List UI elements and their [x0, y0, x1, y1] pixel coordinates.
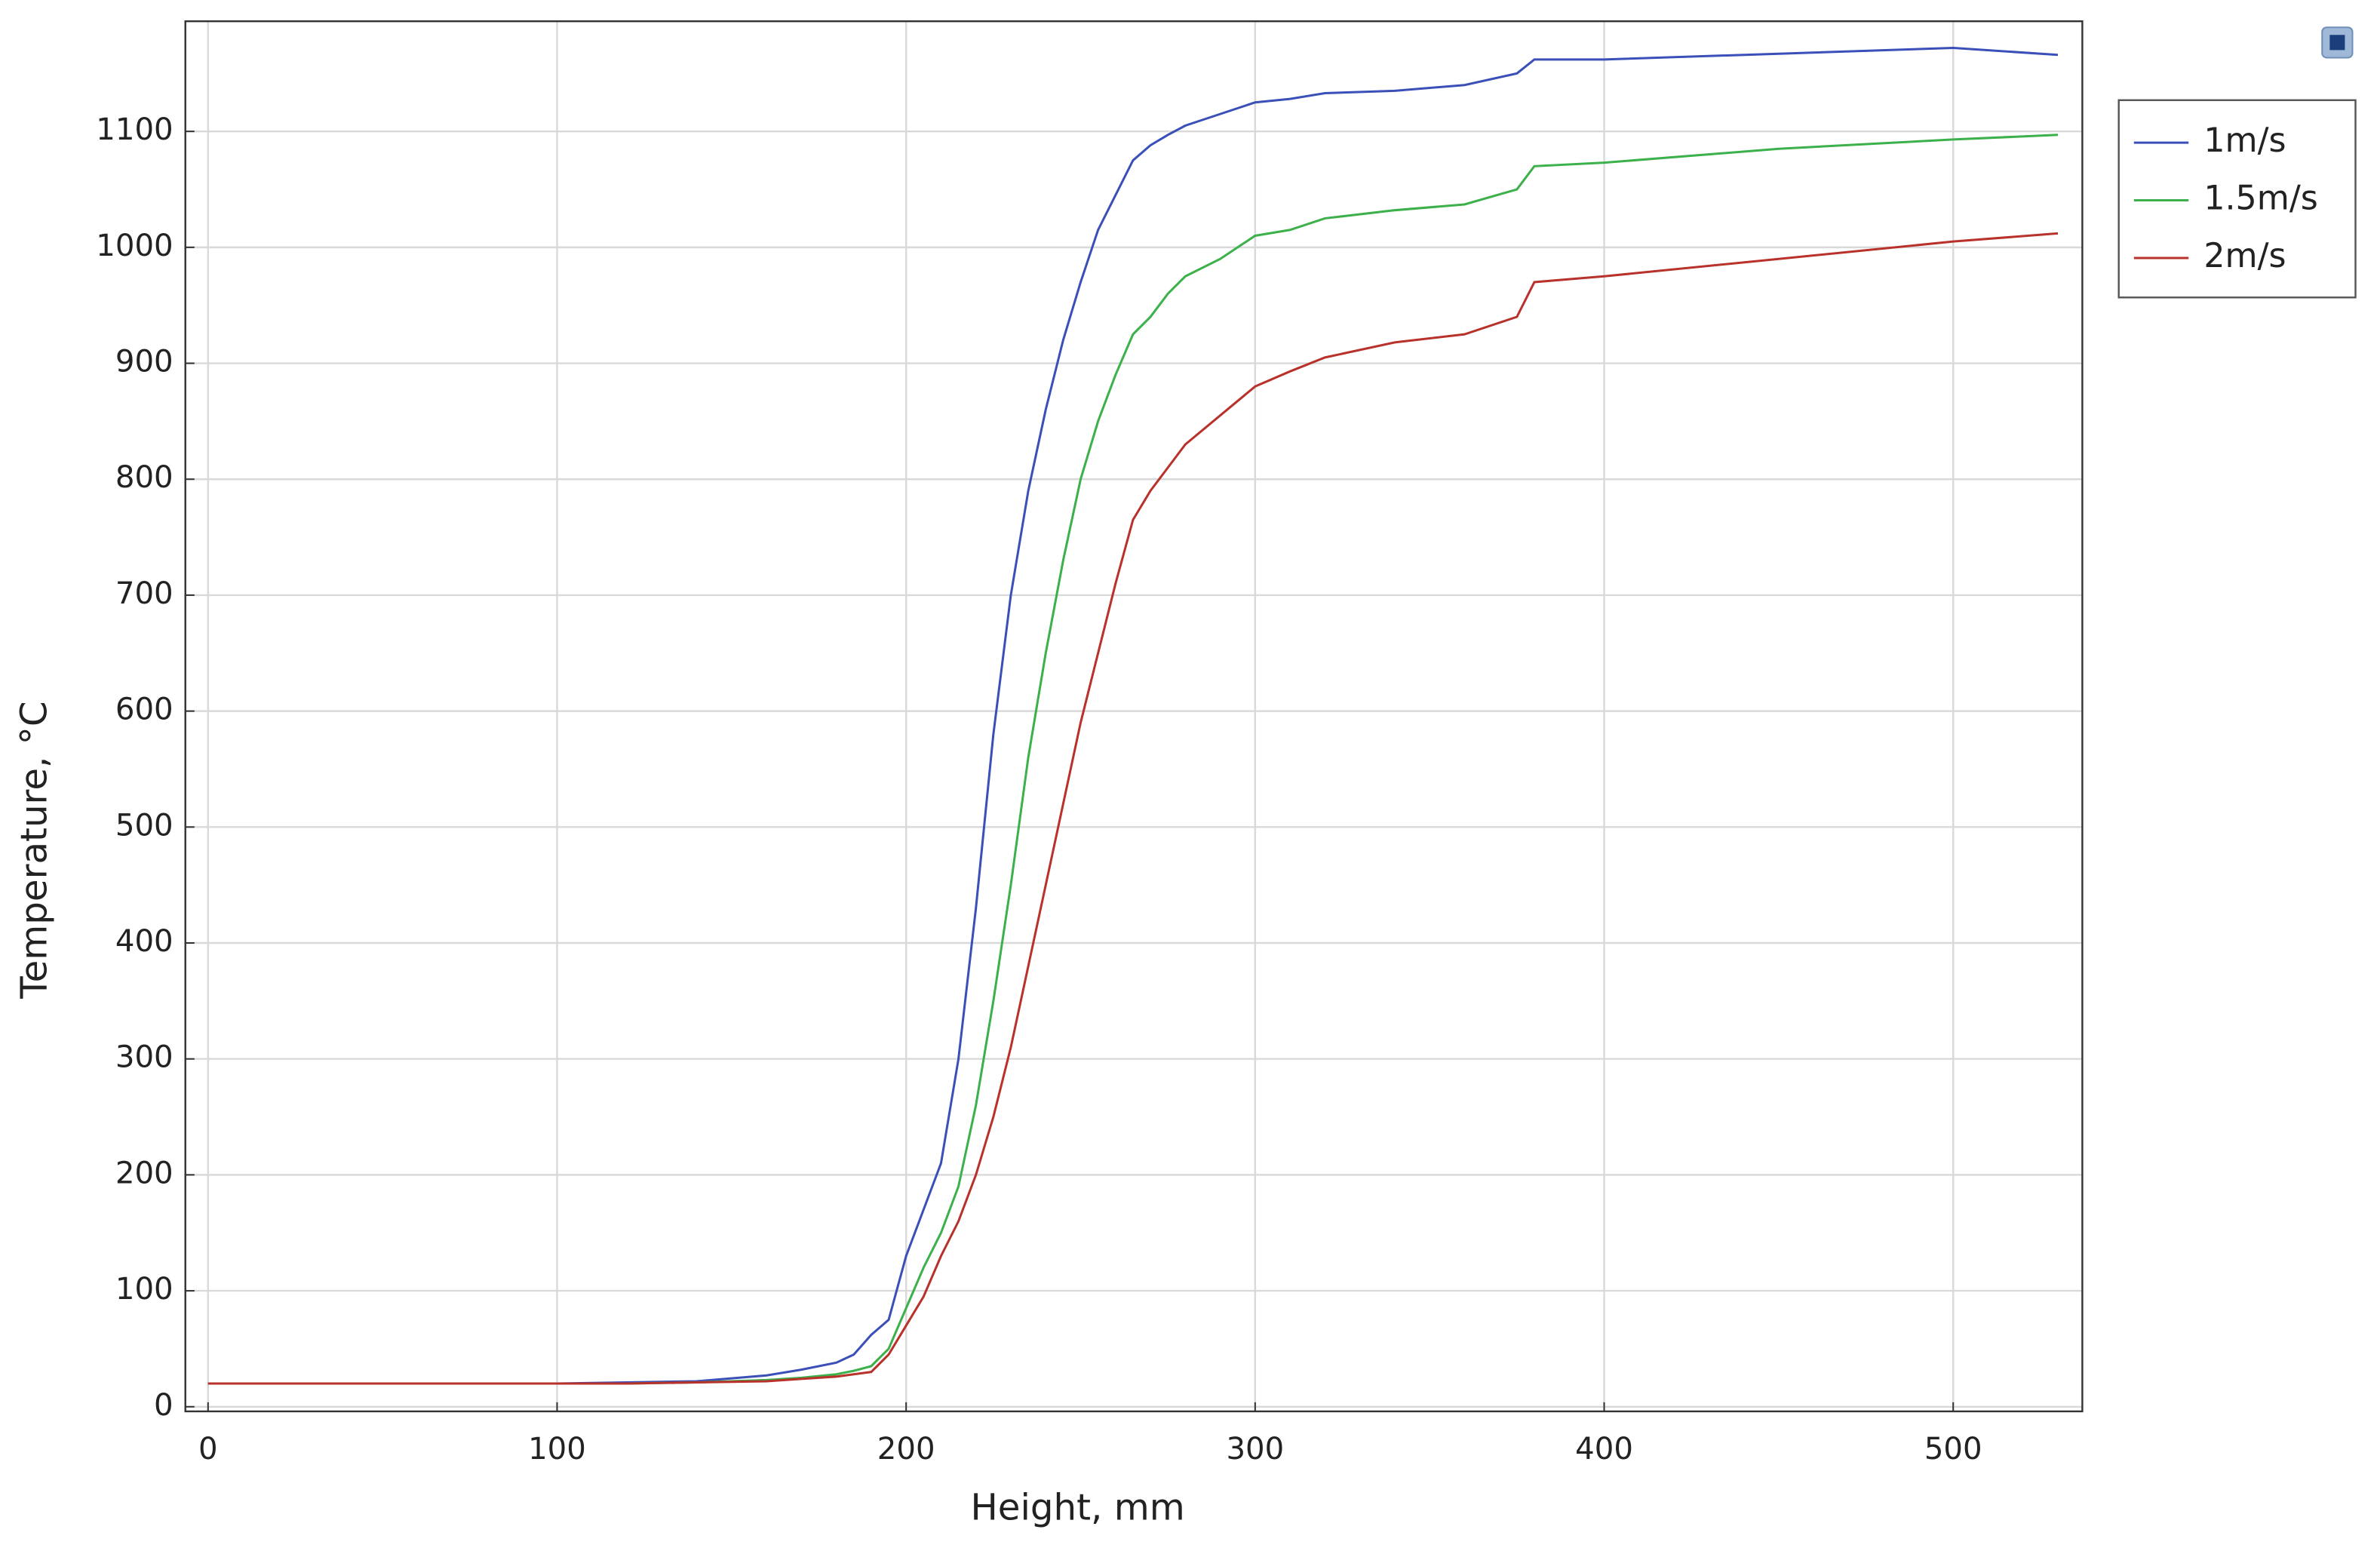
legend-label: 1.5m/s: [2203, 180, 2317, 218]
y-tick-label: 500: [115, 808, 174, 843]
x-tick-label: 300: [1226, 1432, 1284, 1467]
x-tick-label: 500: [1924, 1432, 1982, 1467]
y-tick-label: 300: [115, 1040, 174, 1075]
y-tick-label: 900: [115, 345, 174, 379]
y-tick-label: 700: [115, 576, 174, 611]
x-tick-label: 200: [877, 1432, 935, 1467]
y-tick-label: 1100: [96, 112, 173, 147]
line: [207, 47, 2059, 1385]
x-tick-label: 100: [528, 1432, 586, 1467]
y-tick-label: 400: [115, 924, 174, 959]
x-tick-label: 400: [1575, 1432, 1633, 1467]
y-tick-label: 200: [115, 1156, 174, 1190]
y-tick-label: 1000: [96, 229, 173, 263]
y-tick-label: 100: [115, 1272, 174, 1307]
y-axis-label: Temperature, °C: [14, 701, 56, 999]
legend-label: 2m/s: [2203, 237, 2286, 275]
line: [207, 134, 2059, 1385]
x-tick-label: 0: [198, 1432, 218, 1467]
y-tick-label: 600: [115, 693, 174, 727]
icon-inner: [2329, 35, 2345, 51]
plot-frame: [184, 20, 2084, 1413]
legend-label: 1m/s: [2203, 121, 2286, 160]
plot-area: [185, 21, 2083, 1411]
line: [207, 232, 2059, 1385]
y-tick-label: 800: [115, 460, 174, 495]
y-tick-label: 0: [154, 1388, 174, 1423]
x-axis-label: Height, mm: [970, 1487, 1184, 1529]
legend-box: [2117, 99, 2357, 299]
